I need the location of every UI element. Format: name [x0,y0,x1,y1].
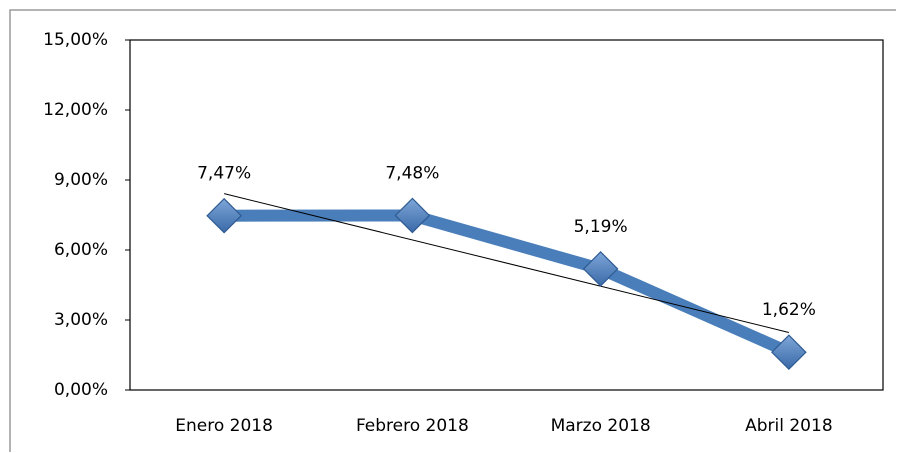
data-label: 5,19% [574,217,628,237]
x-tick-label: Marzo 2018 [551,416,651,436]
marker [206,197,242,234]
trendline [224,193,789,333]
data-label: 1,62% [762,300,816,320]
plot-area [129,39,884,391]
x-tick-label: Febrero 2018 [356,416,469,436]
y-tick-label: 9,00% [54,170,108,190]
data-label: 7,47% [197,164,251,184]
marker [394,197,431,234]
x-tick-label: Abril 2018 [745,416,833,436]
data-label: 7,48% [385,163,439,183]
y-tick-label: 3,00% [54,310,108,330]
y-tick-label: 6,00% [54,240,108,260]
y-tick-label: 15,00% [43,30,108,50]
x-tick-label: Enero 2018 [175,416,273,436]
marker [582,251,619,287]
chart-frame [9,9,896,452]
marker [771,334,807,371]
y-tick-label: 12,00% [43,100,108,120]
series-line [224,209,792,358]
y-tick-label: 0,00% [54,380,108,400]
